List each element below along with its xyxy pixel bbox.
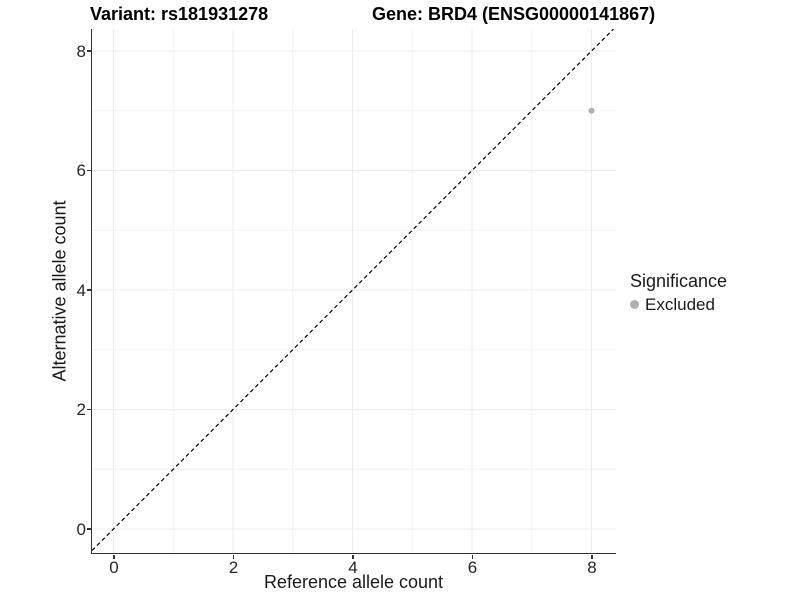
x-tick-mark: [591, 554, 593, 559]
plot-title-variant: Variant: rs181931278: [90, 4, 269, 24]
x-tick-mark: [471, 554, 474, 559]
x-tick-mark: [113, 554, 115, 559]
plot-panel: [91, 29, 616, 554]
y-tick-label: 6: [76, 161, 86, 180]
y-tick-mark: [86, 50, 91, 52]
y-tick-label: 8: [76, 41, 86, 61]
plot-title-gene: Gene: BRD4 (ENSG00000141867): [372, 4, 656, 24]
y-tick-mark: [86, 169, 91, 172]
identity-line: [92, 29, 614, 551]
x-tick-label: 8: [587, 558, 597, 577]
x-tick-label: 6: [467, 558, 478, 577]
data-point-excluded: [588, 107, 595, 114]
y-tick-label: 2: [76, 400, 86, 419]
x-tick-mark: [352, 554, 354, 559]
x-tick-mark: [232, 554, 235, 559]
y-tick-label: 4: [76, 280, 86, 300]
legend-marker-excluded-icon: [630, 300, 639, 309]
legend-item-excluded: Excluded: [630, 294, 727, 315]
x-tick-label: 0: [109, 558, 119, 577]
legend-title: Significance: [630, 271, 728, 291]
x-tick-label: 4: [348, 558, 358, 577]
y-tick-mark: [86, 289, 91, 291]
y-tick-mark: [86, 408, 91, 411]
x-axis-title: Reference allele count: [263, 572, 444, 592]
y-axis-title: Alternative allele count: [49, 200, 70, 382]
y-tick-mark: [86, 528, 91, 530]
y-tick-label: 0: [76, 519, 86, 539]
x-tick-label: 2: [228, 558, 239, 577]
plot-area: [92, 29, 616, 553]
legend: Significance Excluded: [630, 270, 727, 315]
legend-label-excluded: Excluded: [645, 295, 715, 314]
